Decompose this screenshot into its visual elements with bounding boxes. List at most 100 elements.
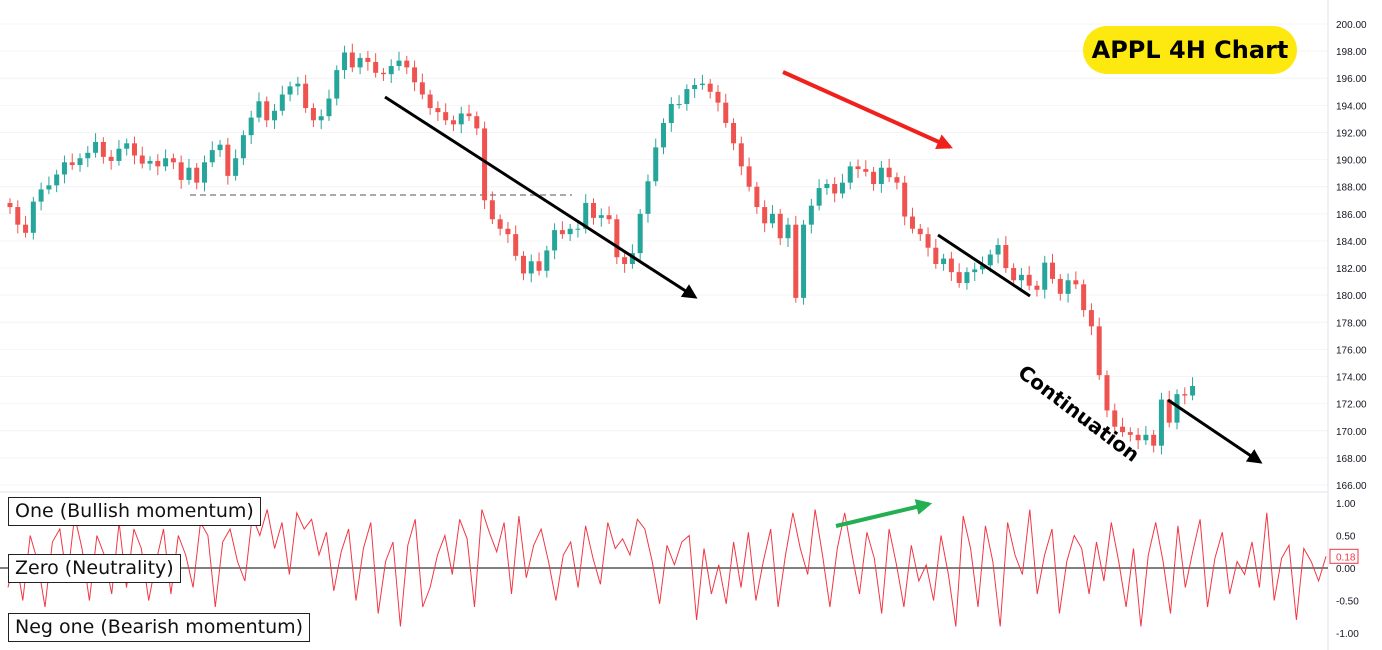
label-zero-neutral: Zero (Neutrality) — [8, 554, 181, 583]
candle-body — [598, 215, 604, 218]
candle-body — [256, 101, 262, 118]
candle-body — [567, 228, 573, 235]
candle-body — [225, 144, 231, 176]
candle-body — [785, 224, 791, 239]
candle-body — [1143, 434, 1149, 441]
candle-body — [295, 83, 301, 87]
candle-body — [622, 257, 628, 264]
candle-body — [396, 60, 402, 67]
oscillator-tick-label: 1.00 — [1336, 499, 1356, 510]
candle-body — [1057, 278, 1063, 294]
downtrend-arrow-1 — [384, 95, 698, 299]
candle-body — [1182, 394, 1188, 396]
candlestick-series — [7, 43, 1196, 455]
candle-body — [412, 67, 418, 83]
candle-body — [583, 202, 589, 229]
candle-body — [808, 205, 814, 225]
candle-body — [801, 224, 807, 298]
candle-body — [1174, 394, 1180, 423]
candle-body — [287, 86, 293, 95]
candle-body — [1127, 432, 1133, 435]
candle-body — [1158, 399, 1164, 446]
candle-body — [248, 117, 254, 136]
candle-body — [637, 213, 643, 254]
candle-body — [443, 112, 449, 121]
last-value-label: 0.18 — [1336, 552, 1356, 563]
candle-body — [1166, 399, 1172, 423]
candle-body — [240, 135, 246, 159]
candle-body — [23, 224, 29, 233]
candle-body — [925, 234, 931, 248]
candle-body — [793, 224, 799, 298]
candle-body — [715, 91, 721, 103]
candle-body — [505, 228, 511, 235]
candle-body — [513, 234, 519, 256]
candle-body — [606, 215, 612, 220]
candle-body — [46, 185, 52, 190]
candle-body — [209, 150, 215, 163]
price-tick-label: 178.00 — [1336, 318, 1367, 329]
candle-body — [163, 158, 169, 167]
candle-body — [948, 258, 954, 273]
price-tick-label: 198.00 — [1336, 47, 1367, 58]
candle-body — [909, 216, 915, 229]
candle-body — [61, 162, 67, 175]
candle-body — [902, 182, 908, 217]
candle-body — [684, 89, 690, 104]
candle-body — [1151, 434, 1157, 446]
candle-body — [155, 160, 161, 167]
price-tick-label: 192.00 — [1336, 128, 1367, 139]
oscillator-tick-label: 0.00 — [1336, 564, 1356, 575]
candle-body — [980, 265, 985, 270]
candle-body — [707, 83, 713, 92]
candle-body — [124, 143, 130, 149]
chart-title: APPL 4H Chart — [1083, 26, 1297, 74]
candle-body — [886, 167, 892, 178]
candle-body — [668, 103, 674, 123]
price-tick-label: 182.00 — [1336, 264, 1367, 275]
candle-body — [38, 189, 44, 202]
price-tick-label: 186.00 — [1336, 210, 1367, 221]
candle-body — [528, 261, 534, 274]
price-tick-label: 172.00 — [1336, 400, 1367, 411]
candle-body — [676, 103, 682, 105]
price-tick-label: 180.00 — [1336, 291, 1367, 302]
candle-body — [1135, 434, 1141, 441]
price-tick-label: 170.00 — [1336, 427, 1367, 438]
price-tick-label: 190.00 — [1336, 156, 1367, 167]
candle-body — [731, 122, 737, 144]
candle-body — [1120, 426, 1126, 433]
candle-body — [847, 166, 853, 183]
green-momentum-arrow — [835, 499, 933, 528]
candle-body — [1003, 245, 1009, 269]
candle-body — [972, 269, 978, 273]
candle-body — [93, 141, 99, 153]
candle-body — [917, 228, 923, 235]
candle-body — [450, 120, 456, 125]
price-tick-label: 174.00 — [1336, 373, 1367, 384]
candle-body — [544, 250, 550, 271]
candle-body — [404, 60, 410, 68]
candle-body — [1112, 410, 1118, 427]
candle-body — [769, 213, 775, 224]
continuation-arrow-upper — [937, 233, 1031, 298]
red-lower-high-arrow — [782, 70, 953, 150]
candle-body — [131, 143, 137, 156]
candle-body — [552, 230, 558, 251]
candle-body — [645, 181, 651, 214]
candle-body — [738, 143, 744, 167]
candle-body — [723, 102, 729, 123]
oscillator-tick-label: 0.50 — [1336, 532, 1356, 543]
price-tick-label: 168.00 — [1336, 454, 1367, 465]
price-tick-label: 166.00 — [1336, 481, 1367, 492]
candle-body — [497, 219, 503, 229]
candle-body — [217, 144, 223, 151]
candle-body — [69, 162, 75, 166]
candle-body — [139, 155, 145, 164]
price-tick-label: 188.00 — [1336, 183, 1367, 194]
candle-body — [178, 162, 184, 180]
candle-body — [1050, 262, 1056, 279]
candle-body — [871, 171, 877, 184]
candle-body — [629, 253, 635, 264]
